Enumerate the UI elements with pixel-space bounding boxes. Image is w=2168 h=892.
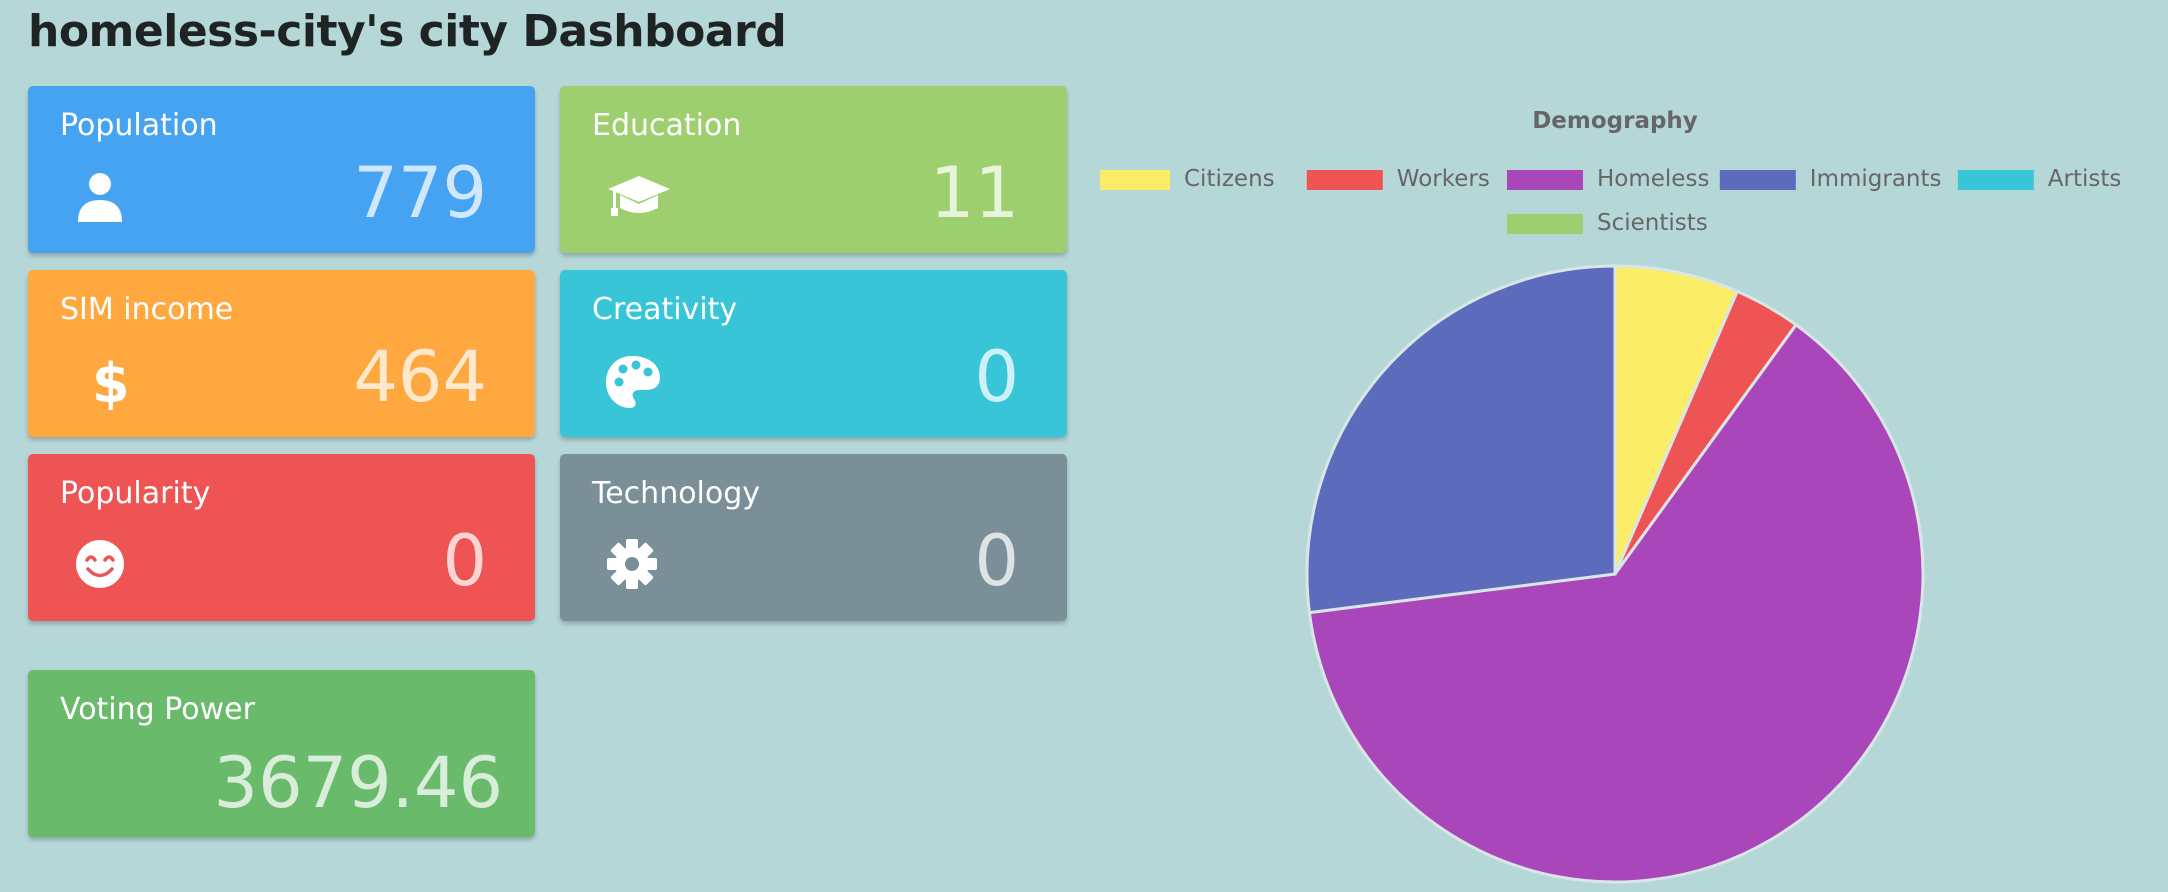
dollar-icon: $ xyxy=(78,352,138,412)
page-title: homeless-city's city Dashboard xyxy=(28,6,787,57)
legend-swatch xyxy=(1957,170,2034,190)
popularity-card[interactable]: Popularity 0 xyxy=(28,454,535,621)
popularity-value: 0 xyxy=(442,520,487,602)
population-value: 779 xyxy=(353,152,487,234)
population-label: Population xyxy=(60,108,218,143)
popularity-label: Popularity xyxy=(60,476,211,511)
education-card[interactable]: Education 11 xyxy=(560,86,1067,253)
pie-slice-immigrants[interactable] xyxy=(1305,264,1617,615)
technology-card[interactable]: Technology 0 xyxy=(560,454,1067,621)
legend-swatch xyxy=(1507,214,1583,234)
legend-label: Scientists xyxy=(1597,210,1708,236)
legend-item-workers[interactable]: Workers xyxy=(1306,166,1490,192)
sim-income-value: 464 xyxy=(353,336,487,418)
legend-label: Citizens xyxy=(1184,166,1275,192)
pie-slices xyxy=(1305,264,1925,884)
demography-chart: Demography Citizens Workers Homeless Immigr… xyxy=(1100,90,2130,892)
population-card[interactable]: Population 779 xyxy=(28,86,535,253)
voting-power-label: Voting Power xyxy=(60,692,255,727)
svg-text:$: $ xyxy=(92,352,130,412)
technology-value: 0 xyxy=(974,520,1019,602)
legend-item-immigrants[interactable]: Immigrants xyxy=(1719,166,1942,192)
legend-item-scientists[interactable]: Scientists xyxy=(1507,210,1708,236)
legend-item-homeless[interactable]: Homeless xyxy=(1507,166,1709,192)
education-label: Education xyxy=(592,108,742,143)
creativity-value: 0 xyxy=(974,336,1019,418)
legend-swatch xyxy=(1100,170,1170,190)
voting-power-value: 3679.46 xyxy=(213,742,503,824)
sim-income-label: SIM income xyxy=(60,292,234,327)
person-icon xyxy=(72,168,132,228)
palette-icon xyxy=(604,352,664,412)
chart-title: Demography xyxy=(1532,108,1698,134)
legend-label: Artists xyxy=(2048,166,2122,192)
legend-swatch xyxy=(1719,170,1796,190)
chart-legend: Citizens Workers Homeless Immigrants Artists… xyxy=(1100,166,2121,236)
creativity-label: Creativity xyxy=(592,292,738,327)
legend-swatch xyxy=(1306,170,1383,190)
gear-icon xyxy=(604,536,664,596)
legend-item-artists[interactable]: Artists xyxy=(1957,166,2122,192)
pie-slice-homeless[interactable] xyxy=(1307,322,1925,884)
sim-income-card[interactable]: SIM income $ 464 xyxy=(28,270,535,437)
technology-label: Technology xyxy=(592,476,761,511)
legend-label: Workers xyxy=(1397,166,1490,192)
pie-slice-citizens[interactable] xyxy=(1613,264,1740,575)
graduation-cap-icon xyxy=(606,168,672,228)
smile-icon xyxy=(72,536,132,596)
legend-label: Immigrants xyxy=(1810,166,1942,192)
education-value: 11 xyxy=(929,152,1019,234)
legend-swatch xyxy=(1507,170,1583,190)
legend-label: Homeless xyxy=(1597,166,1709,192)
creativity-card[interactable]: Creativity 0 xyxy=(560,270,1067,437)
voting-power-card[interactable]: Voting Power 3679.46 xyxy=(28,670,535,837)
legend-item-citizens[interactable]: Citizens xyxy=(1100,166,1275,192)
demography-chart-svg: Demography Citizens Workers Homeless Immigr… xyxy=(1100,108,2121,884)
